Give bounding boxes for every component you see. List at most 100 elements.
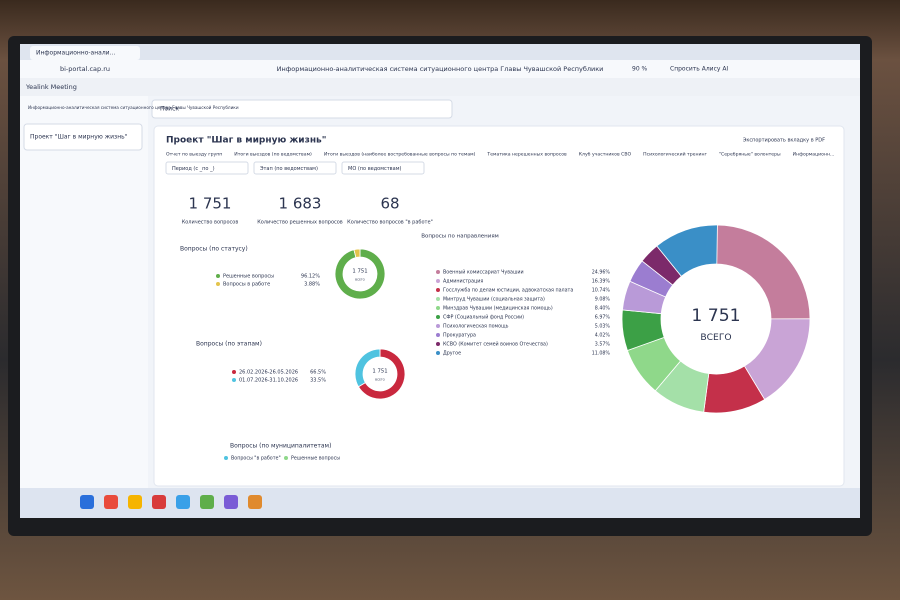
filter-label[interactable]: МО (по ведомствам): [348, 166, 401, 172]
screen: Информационно-анали... bi-portal.cap.ru Ин…: [20, 44, 860, 518]
legend-swatch: [436, 306, 440, 310]
filter-label[interactable]: Этап (по ведомствам): [260, 166, 318, 172]
donut-segment: [334, 248, 386, 300]
search-placeholder[interactable]: Поиск: [160, 106, 179, 113]
legend-label: Военный комиссариат Чувашии: [443, 269, 524, 276]
filter-label[interactable]: Период (с _по _): [172, 166, 215, 172]
filter-box[interactable]: [341, 161, 425, 175]
legend-label: КСВО (Комитет семей воинов Отечества): [443, 341, 548, 348]
tab-label[interactable]: Информационн...: [793, 152, 835, 158]
legend-swatch: [436, 342, 440, 346]
legend-value: 24.96%: [592, 270, 611, 276]
kpi-label: Количество решенных вопросов: [257, 220, 343, 226]
section-title: Вопросы (по статусу): [180, 246, 248, 253]
kpi-value: 1 683: [279, 195, 322, 213]
section-title: Вопросы (по этапам): [196, 341, 262, 348]
tab-label[interactable]: Отчет по выезду групп: [166, 152, 222, 158]
donut-total-label: ВСЕГО: [375, 378, 385, 382]
tab-label[interactable]: "Серебряные" волонтеры: [719, 152, 781, 158]
tab-label[interactable]: Клуб участников СВО: [579, 152, 632, 158]
legend-label: Вопросы в работе: [223, 282, 270, 288]
taskbar-icon[interactable]: [176, 495, 190, 509]
taskbar: [20, 488, 860, 518]
legend-label: Другое: [443, 351, 461, 357]
kpi-value: 68: [380, 195, 399, 213]
section-title: Вопросы (по муниципалитетам): [230, 443, 331, 450]
tab-bar: [20, 44, 860, 60]
url: bi-portal.cap.ru: [60, 65, 110, 73]
nav-item[interactable]: [23, 123, 143, 151]
legend-value: 8.40%: [595, 306, 611, 312]
legend-swatch: [284, 456, 288, 460]
legend-label: СФР (Социальный фонд России): [443, 314, 524, 321]
legend-label: Минтруд Чувашии (социальная защита): [443, 297, 545, 303]
legend-label: Вопросы "в работе": [231, 456, 281, 462]
taskbar-icon[interactable]: [248, 495, 262, 509]
legend-label: Прокуратура: [443, 333, 476, 339]
legend-value: 6.97%: [595, 315, 611, 321]
taskbar-icon[interactable]: [224, 495, 238, 509]
tab-label[interactable]: Итоги выездов (по ведомствам): [234, 152, 312, 158]
sidebar: [20, 96, 148, 488]
legend-value: 10.74%: [592, 288, 611, 294]
nav-item-label[interactable]: Проект "Шаг в мирную жизнь": [30, 134, 128, 141]
donut-segment: [354, 348, 381, 388]
kpi-value: 1 751: [189, 195, 232, 213]
dashboard-title: Проект "Шаг в мирную жизнь": [166, 136, 326, 146]
legend-label: Госслужба по делам юстиции, адвокатская …: [443, 288, 573, 294]
legend-swatch: [232, 370, 236, 374]
legend-swatch: [436, 279, 440, 283]
legend-swatch: [436, 297, 440, 301]
legend-value: 4.02%: [595, 333, 611, 339]
tab-label[interactable]: Тематика нерешенных вопросов: [486, 152, 567, 158]
legend-label: Администрация: [443, 279, 483, 285]
filter-box[interactable]: [253, 161, 337, 175]
taskbar-icon[interactable]: [200, 495, 214, 509]
taskbar-icon[interactable]: [80, 495, 94, 509]
donut-total-label: ВСЕГО: [700, 332, 731, 343]
address-bar: [20, 60, 860, 78]
assistant[interactable]: Спросить Алису AI: [670, 66, 728, 73]
page-title: Информационно-аналитическая система ситу…: [277, 65, 604, 73]
legend-label: Решенные вопросы: [291, 456, 340, 462]
legend-swatch: [436, 351, 440, 355]
legend-value: 16.39%: [592, 279, 611, 285]
section-title: Вопросы по направлениям: [421, 234, 499, 240]
kpi-label: Количество вопросов "в работе": [347, 220, 433, 226]
legend-swatch: [216, 282, 220, 286]
legend-value: 3.88%: [304, 282, 320, 288]
legend-label: 26.02.2026-26.05.2026: [239, 370, 298, 376]
legend-swatch: [436, 324, 440, 328]
export-link[interactable]: Экспортировать вкладку в PDF: [743, 138, 825, 144]
legend-value: 11.08%: [592, 351, 611, 357]
taskbar-icon[interactable]: [152, 495, 166, 509]
taskbar-icon[interactable]: [104, 495, 118, 509]
search-box[interactable]: [151, 99, 453, 119]
tab-label[interactable]: Психологический тренинг: [643, 151, 707, 158]
donut-total: 1 751: [352, 269, 367, 275]
legend-swatch: [436, 333, 440, 337]
legend-value: 66.5%: [310, 370, 326, 376]
legend-swatch: [436, 315, 440, 319]
tab-title[interactable]: Информационно-анали...: [36, 50, 115, 57]
app-bar-title: Yealink Meeting: [25, 83, 77, 91]
legend-label: 01.07.2026-31.10.2026: [239, 378, 298, 384]
donut-total: 1 751: [691, 306, 740, 326]
legend-swatch: [216, 274, 220, 278]
zoom: 90 %: [632, 66, 648, 73]
legend-label: Решенные вопросы: [223, 274, 274, 280]
legend-swatch: [232, 378, 236, 382]
legend-value: 33.5%: [310, 378, 326, 384]
taskbar-icon[interactable]: [128, 495, 142, 509]
donut-total-label: ВСЕГО: [355, 278, 365, 282]
legend-value: 5.03%: [595, 324, 611, 330]
filter-box[interactable]: [165, 161, 249, 175]
donut-segment: [353, 248, 361, 258]
legend-value: 3.57%: [595, 342, 611, 348]
legend-label: Минздрав Чувашии (медицинская помощь): [443, 306, 553, 312]
legend-label: Психологическая помощь: [443, 324, 509, 330]
legend-swatch: [224, 456, 228, 460]
tab-label[interactable]: Итоги выездов (наиболее востребованные в…: [324, 152, 476, 158]
tab[interactable]: [30, 46, 140, 60]
